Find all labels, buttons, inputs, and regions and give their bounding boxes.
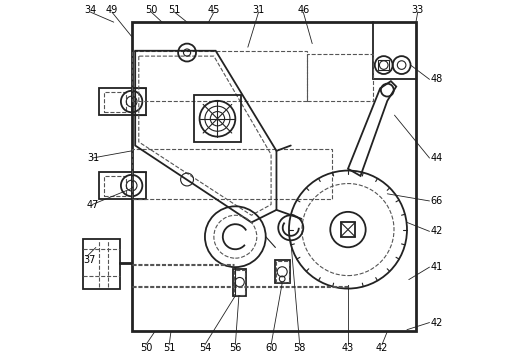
Bar [99,172,146,199]
Text: 50: 50 [139,342,152,353]
Text: 54: 54 [199,342,211,353]
Text: 49: 49 [106,5,118,15]
Bar [378,60,388,70]
Text: 44: 44 [430,153,442,163]
Text: 48: 48 [430,74,442,84]
Bar [340,223,354,237]
Text: 45: 45 [207,5,219,15]
Text: 33: 33 [411,5,423,15]
Bar [194,95,240,142]
Bar [306,54,372,101]
Text: 43: 43 [341,342,353,353]
Text: 46: 46 [297,5,309,15]
Bar [233,269,246,296]
Bar [104,176,125,196]
Text: 60: 60 [265,342,277,353]
Text: 37: 37 [83,255,96,265]
Text: 56: 56 [229,342,241,353]
Text: 42: 42 [375,342,387,353]
Text: 51: 51 [168,5,180,15]
Bar [131,149,331,199]
Text: 47: 47 [87,200,99,210]
Bar [234,270,245,295]
Text: 34: 34 [84,5,96,15]
Bar [131,51,306,101]
Text: 58: 58 [293,342,305,353]
Text: 42: 42 [430,318,442,327]
Bar [104,92,125,112]
Text: 41: 41 [430,262,442,272]
Bar [131,22,415,331]
Bar [275,261,288,282]
Text: 66: 66 [430,196,442,206]
Text: 31: 31 [252,5,264,15]
Text: 50: 50 [145,5,157,15]
Bar [82,238,120,289]
Text: 51: 51 [163,342,175,353]
Bar [274,260,289,283]
Text: 42: 42 [430,227,442,236]
Bar [99,88,146,115]
Text: 31: 31 [87,153,99,163]
